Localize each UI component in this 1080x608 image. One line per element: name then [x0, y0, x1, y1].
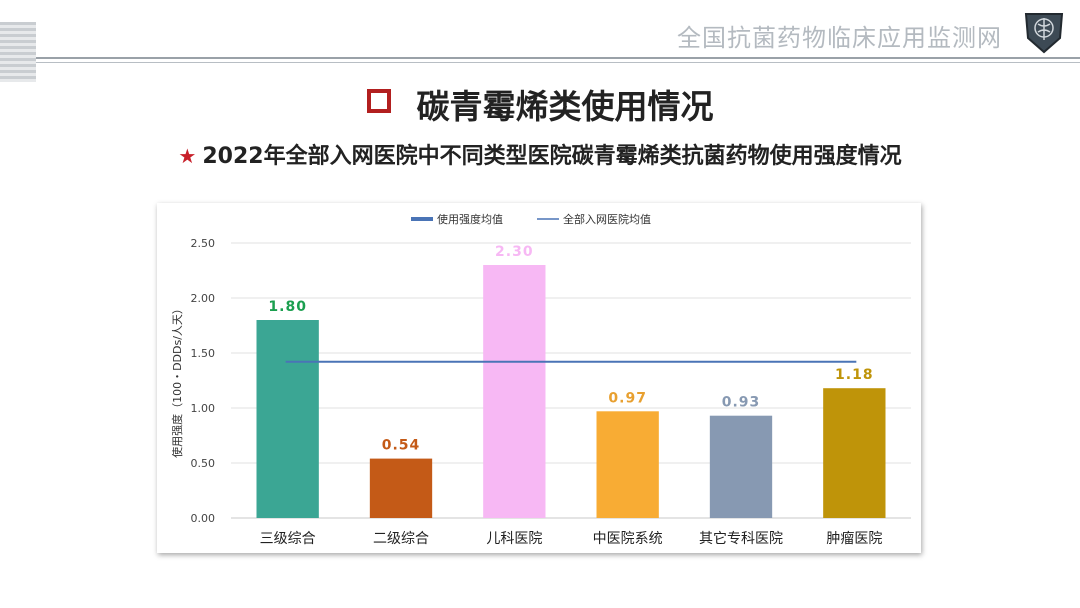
data-label: 0.93 [722, 395, 761, 411]
x-tick-label: 二级综合 [373, 531, 429, 547]
site-title: 全国抗菌药物临床应用监测网 [677, 24, 1002, 52]
header-rule [36, 57, 1080, 59]
subtitle-text: 2022年全部入网医院中不同类型医院碳青霉烯类抗菌药物使用强度情况 [202, 144, 902, 169]
chart-container: 0.00 0.50 1.00 1.50 2.00 2.50 使用强度（100・DDDs/人天… [157, 203, 921, 553]
bar [483, 265, 546, 518]
section-title-text: 碳青霉烯类使用情况 [416, 87, 714, 126]
bar [596, 411, 659, 518]
square-bullet-icon [366, 89, 391, 113]
data-label: 0.97 [608, 390, 647, 406]
legend-label: 使用强度均值 [437, 212, 503, 226]
data-label: 0.54 [382, 438, 421, 454]
chart-subtitle: ★ 2022年全部入网医院中不同类型医院碳青霉烯类抗菌药物使用强度情况 [0, 138, 1080, 170]
data-label: 1.80 [268, 299, 307, 315]
shield-logo-icon [1024, 13, 1064, 54]
y-tick-label: 1.00 [191, 402, 216, 415]
legend-label: 全部入网医院均值 [563, 212, 651, 226]
x-tick-label: 其它专科医院 [699, 530, 783, 547]
star-icon: ★ [178, 144, 197, 168]
data-label: 2.30 [495, 244, 534, 260]
bar [256, 320, 319, 518]
bar-chart: 0.00 0.50 1.00 1.50 2.00 2.50 使用强度（100・DDDs/人天… [170, 212, 911, 547]
y-tick-label: 1.50 [191, 347, 216, 360]
header-rule-thin [36, 62, 1080, 63]
y-axis-label: 使用强度（100・DDDs/人天） [170, 303, 184, 458]
data-label: 1.18 [835, 367, 874, 383]
y-tick-label: 0.50 [191, 457, 216, 470]
y-tick-label: 2.00 [191, 292, 216, 305]
x-tick-label: 儿科医院 [486, 531, 542, 547]
y-tick-label: 0.00 [191, 512, 216, 525]
y-tick-label: 2.50 [191, 237, 216, 250]
bar [709, 415, 773, 518]
x-tick-label: 三级综合 [260, 531, 316, 547]
header-decoration [0, 22, 36, 82]
x-tick-label: 中医院系统 [593, 531, 663, 547]
section-title: 碳青霉烯类使用情况 [0, 80, 1080, 128]
x-tick-label: 肿瘤医院 [826, 530, 882, 547]
bar [369, 458, 433, 518]
bar [823, 388, 886, 518]
